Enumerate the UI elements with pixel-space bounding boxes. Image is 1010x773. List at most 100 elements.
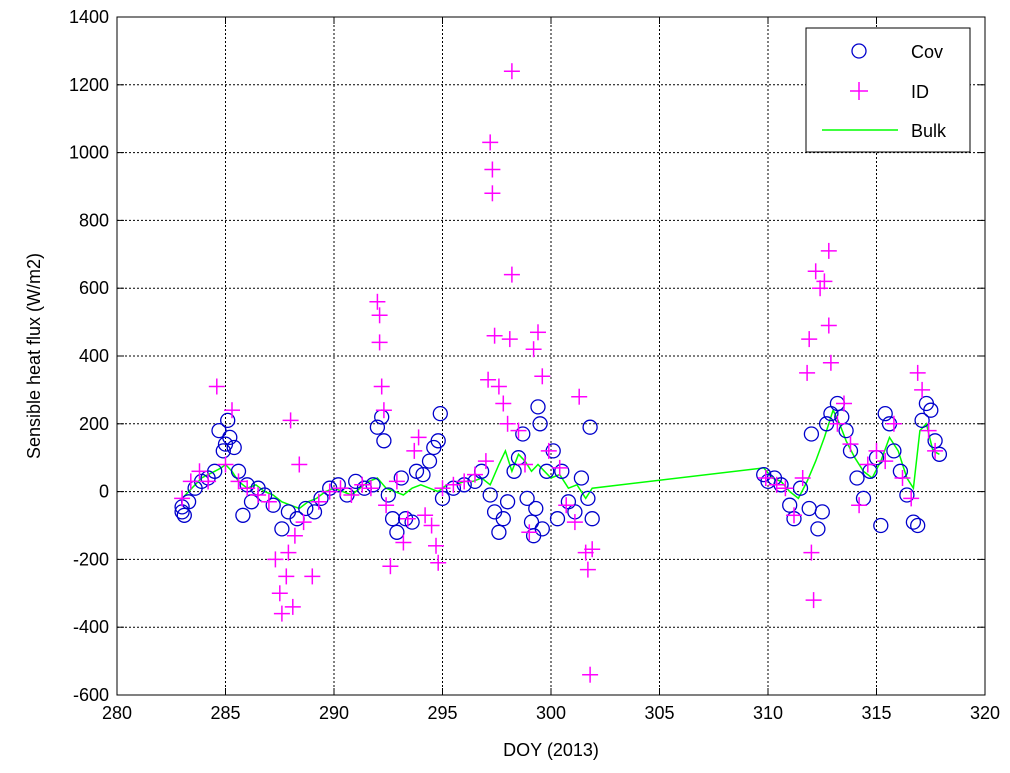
- cov-point: [330, 477, 346, 493]
- y-tick-label: 1400: [69, 7, 109, 27]
- cov-point: [222, 429, 238, 446]
- cov-point: [306, 504, 323, 520]
- y-axis-ticks: -600 -400 -200 0 200 400 600 800 1000 1200 1400: [69, 7, 985, 705]
- y-tick-label: 0: [99, 482, 109, 502]
- cov-point: [384, 511, 401, 527]
- id-point: [540, 442, 557, 459]
- id-point: [503, 63, 520, 80]
- id-point: [851, 497, 868, 514]
- y-tick-label: -200: [73, 549, 109, 569]
- x-axis-ticks: 280 285 290 295 300 305 310 315 320: [102, 17, 1000, 723]
- id-point: [332, 480, 349, 497]
- id-point: [362, 480, 379, 497]
- id-point: [801, 331, 818, 348]
- bulk-line: [181, 408, 940, 510]
- id-point: [260, 493, 277, 510]
- id-point: [768, 476, 785, 493]
- id-point: [230, 473, 247, 490]
- cov-point: [430, 433, 446, 449]
- id-point: [428, 537, 444, 554]
- cov-point: [849, 470, 865, 486]
- cov-point: [265, 497, 281, 513]
- id-point: [273, 605, 290, 622]
- id-point: [534, 368, 551, 385]
- cov-point: [207, 463, 223, 479]
- cov-point: [534, 521, 550, 537]
- id-point: [914, 381, 931, 398]
- id-point: [486, 327, 503, 344]
- y-tick-label: 600: [79, 278, 109, 298]
- y-tick-label: -600: [73, 685, 109, 705]
- id-point: [434, 480, 451, 497]
- cov-point: [914, 412, 930, 429]
- y-tick-label: 1000: [69, 143, 109, 163]
- id-point: [812, 280, 829, 297]
- id-point: [558, 497, 575, 514]
- id-point: [495, 395, 512, 412]
- x-tick-label: 310: [753, 703, 783, 723]
- id-point: [820, 317, 837, 334]
- id-point: [794, 470, 811, 486]
- id-point: [371, 307, 388, 324]
- id-point: [484, 185, 501, 202]
- cov-point: [176, 507, 192, 523]
- y-tick-label: 800: [79, 210, 109, 230]
- cov-point: [226, 439, 242, 456]
- cov-point: [376, 433, 392, 449]
- x-tick-label: 315: [861, 703, 891, 723]
- id-point: [310, 493, 327, 510]
- id-point: [378, 497, 395, 514]
- id-point: [321, 483, 338, 500]
- x-tick-label: 305: [644, 703, 674, 723]
- legend-marker-id: [850, 82, 868, 100]
- id-point: [503, 266, 520, 283]
- x-tick-label: 300: [536, 703, 566, 723]
- cov-point: [211, 422, 227, 439]
- cov-point: [573, 470, 590, 486]
- id-point: [521, 524, 538, 541]
- cov-point: [491, 524, 507, 540]
- cov-point: [499, 494, 516, 510]
- id-point: [395, 534, 412, 551]
- id-point: [217, 456, 234, 473]
- id-point: [803, 544, 820, 561]
- cov-point: [554, 463, 570, 479]
- id-point: [354, 476, 371, 493]
- y-tick-label: 1200: [69, 75, 109, 95]
- id-point: [820, 242, 837, 259]
- x-tick-label: 280: [102, 703, 132, 723]
- id-point: [295, 514, 312, 531]
- cov-point: [905, 514, 922, 530]
- cov-point: [432, 405, 448, 422]
- id-point: [807, 263, 824, 280]
- id-point: [343, 487, 360, 503]
- id-point: [894, 470, 911, 486]
- id-point: [877, 453, 894, 470]
- id-point: [816, 273, 833, 290]
- cov-point: [923, 402, 939, 418]
- legend-label-id: ID: [911, 82, 929, 102]
- id-point: [551, 459, 568, 476]
- cov-point: [369, 419, 386, 435]
- cov-point: [415, 466, 431, 483]
- cov-point: [877, 405, 893, 422]
- cov-point: [528, 500, 544, 517]
- id-point: [482, 134, 499, 151]
- id-point: [903, 490, 920, 507]
- cov-point: [886, 443, 902, 459]
- cov-point: [899, 487, 915, 503]
- id-point: [174, 490, 191, 507]
- cov-point: [519, 490, 535, 507]
- id-point: [286, 527, 303, 544]
- id-point: [271, 585, 288, 602]
- cov-point: [838, 422, 854, 439]
- id-point: [799, 364, 816, 381]
- id-point: [842, 436, 859, 453]
- id-point: [388, 473, 405, 490]
- id-point: [250, 487, 267, 503]
- x-tick-label: 285: [210, 703, 240, 723]
- legend: Cov ID Bulk: [805, 27, 971, 153]
- legend-label-cov: Cov: [911, 42, 943, 62]
- id-point: [191, 463, 208, 480]
- cov-point: [873, 517, 889, 534]
